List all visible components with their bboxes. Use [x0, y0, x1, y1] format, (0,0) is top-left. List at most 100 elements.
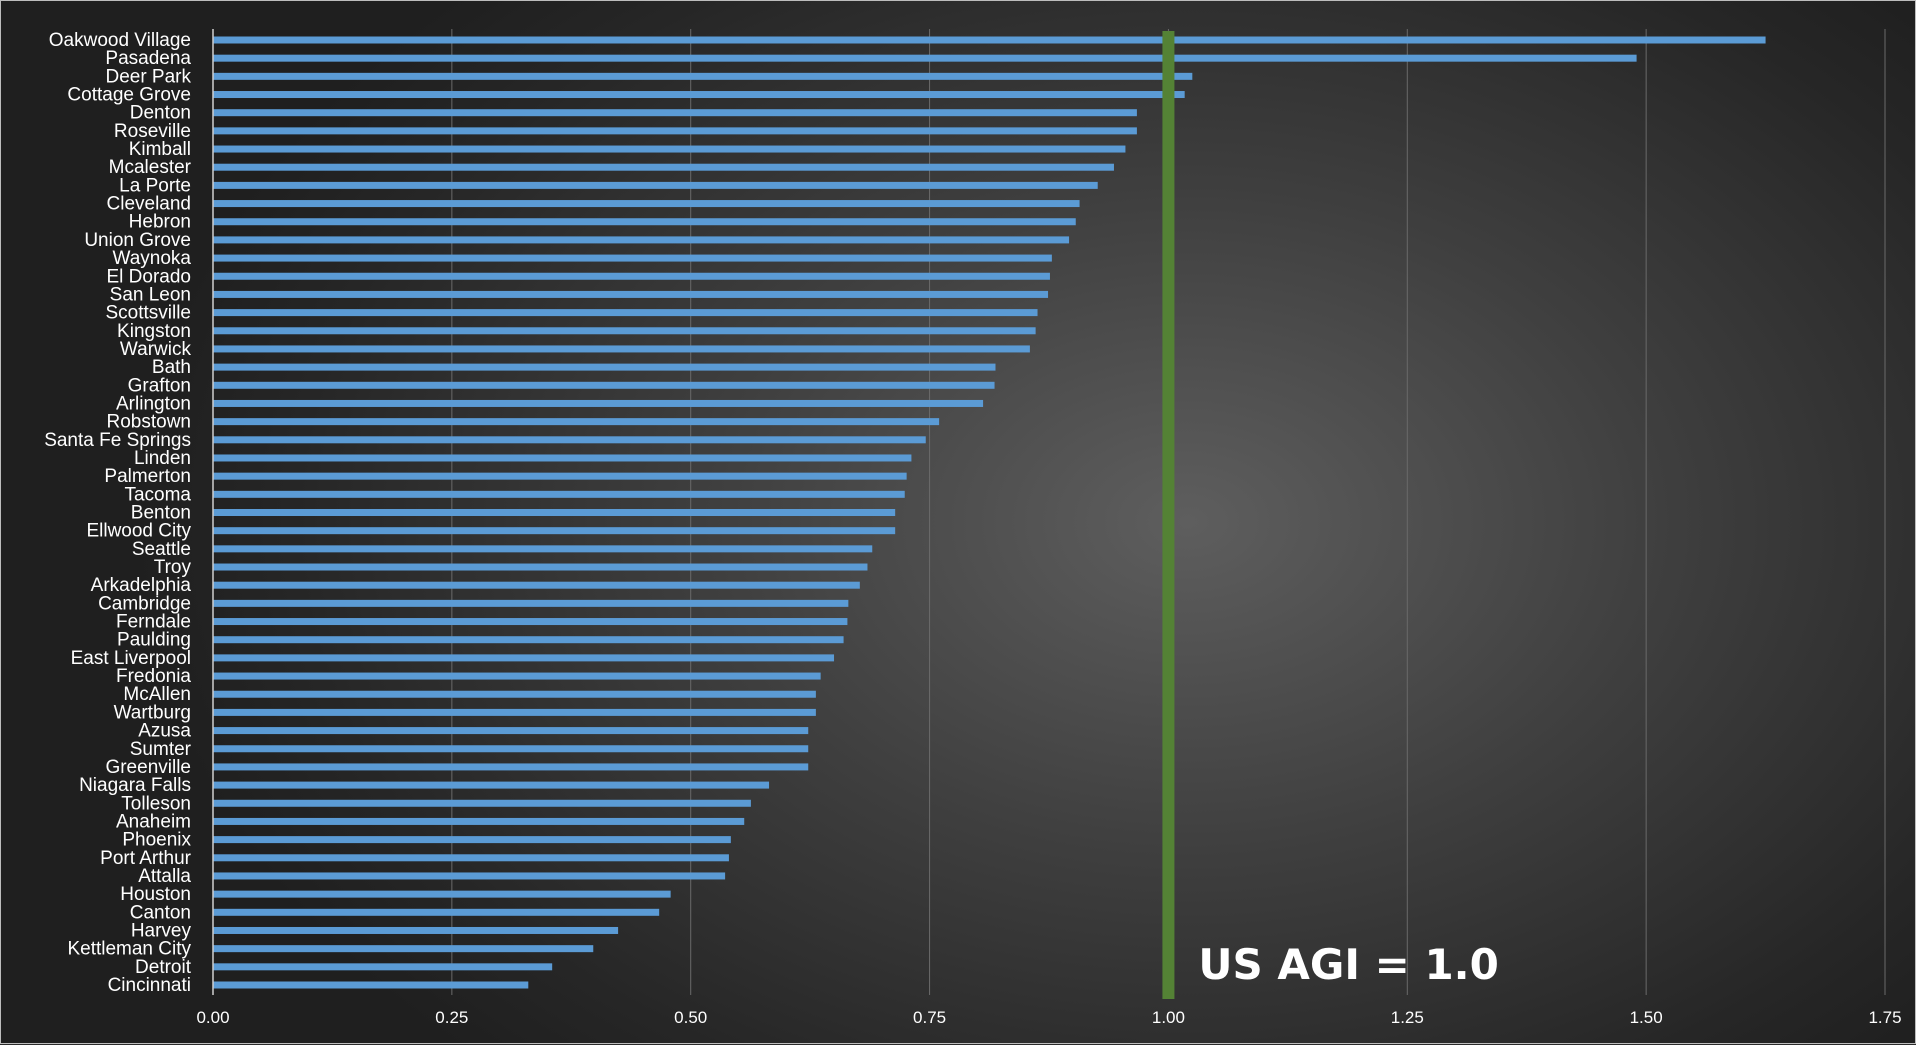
bar [213, 509, 896, 516]
category-label: Cleveland [107, 194, 192, 215]
category-label: Mcalester [109, 157, 192, 178]
category-label: Linden [134, 448, 191, 469]
category-label: Arlington [116, 393, 191, 414]
category-label: Paulding [117, 630, 191, 651]
bar [213, 490, 905, 498]
category-label: Harvey [131, 920, 192, 941]
x-tick-label: 1.25 [1391, 1008, 1424, 1027]
bar [213, 236, 1070, 244]
category-label: Wartburg [114, 702, 191, 723]
bar [213, 799, 751, 807]
category-label: Seattle [132, 539, 191, 560]
category-label: Cambridge [98, 593, 191, 614]
category-label: Sumter [130, 739, 192, 760]
category-label: Palmerton [104, 466, 191, 487]
bar [213, 854, 729, 862]
category-label: Niagara Falls [79, 775, 191, 796]
bar [213, 527, 896, 535]
bar [213, 127, 1137, 135]
category-label: Fredonia [116, 666, 191, 687]
bar [213, 781, 770, 789]
bar [213, 963, 553, 971]
bar [213, 563, 868, 571]
bar [213, 91, 1185, 99]
bar [213, 163, 1114, 171]
category-label: La Porte [119, 175, 191, 196]
bar [213, 618, 848, 626]
bar [213, 272, 1050, 280]
category-label: El Dorado [107, 266, 192, 287]
bar [213, 72, 1193, 80]
bar [213, 472, 907, 480]
bar [213, 309, 1038, 317]
category-label: Greenville [105, 757, 191, 778]
bar [213, 418, 940, 426]
bar [213, 727, 809, 735]
x-tick-label: 1.50 [1630, 1008, 1663, 1027]
category-label: Warwick [120, 339, 192, 360]
category-label: Grafton [128, 375, 191, 396]
bar [213, 890, 671, 898]
bar [213, 654, 835, 662]
category-label: Cottage Grove [67, 85, 191, 106]
category-label: Phoenix [122, 830, 191, 851]
bar [213, 599, 849, 607]
x-tick-label: 1.00 [1152, 1008, 1185, 1027]
category-label: Waynoka [113, 248, 192, 269]
category-label: Anaheim [116, 811, 191, 832]
category-label: Kettleman City [67, 939, 191, 960]
bar [213, 745, 809, 753]
category-label: Arkadelphia [91, 575, 192, 596]
bar [213, 381, 995, 389]
category-label: Port Arthur [100, 848, 191, 869]
bar [213, 54, 1637, 62]
category-label: Roseville [114, 121, 191, 142]
bar [213, 145, 1126, 153]
bar [213, 672, 821, 680]
bar [213, 218, 1076, 226]
bars [213, 36, 1766, 989]
bar [213, 636, 844, 644]
category-label: Robstown [107, 412, 192, 433]
bar [213, 36, 1766, 44]
bar [213, 926, 619, 934]
category-label: Pasadena [105, 48, 191, 69]
category-label: Hebron [129, 212, 191, 233]
category-label: Kingston [117, 321, 191, 342]
category-label: Bath [152, 357, 191, 378]
category-label: Kimball [129, 139, 191, 160]
bar [213, 181, 1098, 189]
category-label: Canton [130, 902, 191, 923]
category-label: Houston [120, 884, 191, 905]
category-label: Scottsville [105, 303, 191, 324]
bar [213, 908, 660, 916]
bar [213, 109, 1137, 117]
x-tick-label: 0.25 [435, 1008, 468, 1027]
x-tick-labels: 0.00 0.25 0.50 0.75 1.00 1.25 1.50 1.75 [196, 1008, 1901, 1027]
bar [213, 399, 984, 407]
bar [213, 836, 731, 844]
bar [213, 817, 745, 825]
category-label: Detroit [135, 957, 192, 978]
category-label: Tolleson [121, 793, 191, 814]
reference-line-label: US AGI = 1.0 [1198, 940, 1498, 989]
category-label: Ferndale [116, 612, 191, 633]
bar [213, 436, 926, 444]
bar [213, 454, 912, 462]
category-label: McAllen [123, 684, 191, 705]
reference-line-group [1162, 31, 1175, 999]
category-label: San Leon [110, 284, 191, 305]
category-label: Deer Park [105, 66, 191, 87]
x-tick-label: 0.50 [674, 1008, 707, 1027]
category-label: Benton [131, 503, 191, 524]
x-tick-label: 0.75 [913, 1008, 946, 1027]
bar [213, 708, 816, 716]
bar [213, 981, 529, 989]
category-label: Santa Fe Springs [44, 430, 191, 451]
bar [213, 327, 1036, 335]
bar [213, 872, 726, 880]
bar [213, 763, 809, 771]
category-label: Union Grove [84, 230, 191, 251]
